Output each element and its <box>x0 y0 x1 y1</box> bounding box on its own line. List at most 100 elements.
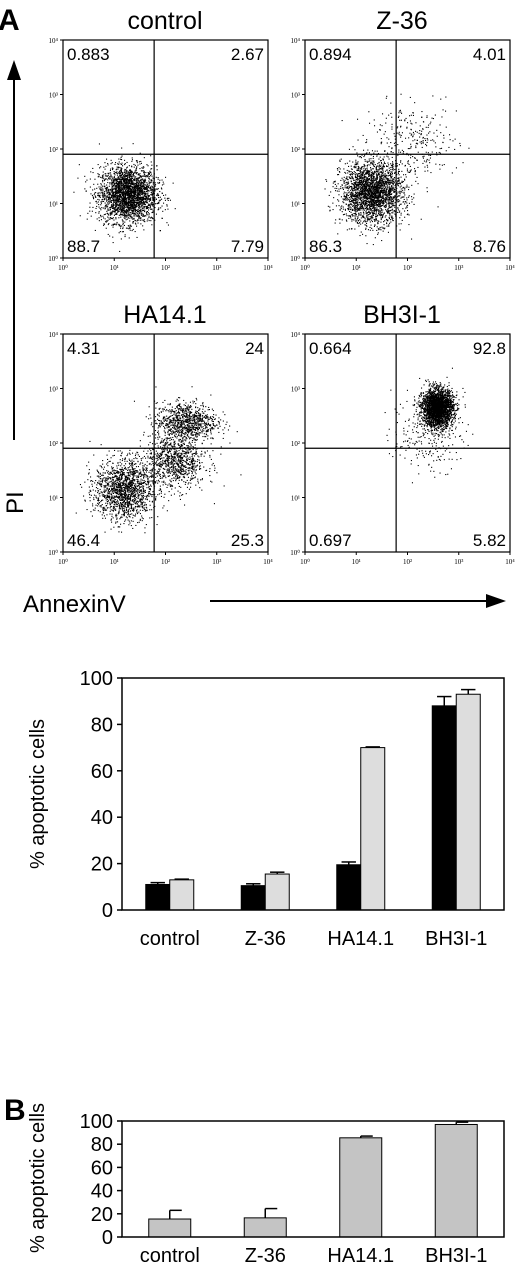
event-dot <box>122 207 124 209</box>
event-dot <box>388 174 390 176</box>
event-dot <box>101 207 103 209</box>
event-dot <box>124 175 126 177</box>
event-dot <box>373 206 375 208</box>
event-dot <box>128 186 130 188</box>
event-dot <box>146 213 148 215</box>
event-dot <box>384 198 386 200</box>
event-dot <box>139 202 141 204</box>
event-dot <box>383 196 385 198</box>
event-dot <box>137 203 139 205</box>
event-dot <box>361 167 363 169</box>
event-dot <box>373 152 375 154</box>
event-dot <box>349 177 351 179</box>
event-dot <box>121 209 123 211</box>
event-dot <box>116 208 118 210</box>
event-dot <box>380 214 382 216</box>
event-dot <box>390 193 392 195</box>
event-dot <box>341 177 343 179</box>
event-dot <box>137 203 139 205</box>
event-dot <box>130 192 132 194</box>
quadrant-upper-right: 2.67 <box>231 45 264 64</box>
event-dot <box>390 190 392 192</box>
event-dot <box>356 203 358 205</box>
event-dot <box>115 194 117 196</box>
event-dot <box>374 200 376 202</box>
event-dot <box>108 176 110 178</box>
event-dot <box>343 191 345 193</box>
event-dot <box>375 197 377 199</box>
event-dot <box>148 213 150 215</box>
event-dot <box>363 220 365 222</box>
event-dot <box>129 197 131 199</box>
event-dot <box>166 204 168 206</box>
event-dot <box>147 195 149 197</box>
event-dot <box>394 180 396 182</box>
event-dot <box>139 196 141 198</box>
event-dot <box>374 207 376 209</box>
event-dot <box>121 203 123 205</box>
event-dot <box>374 182 376 184</box>
event-dot <box>380 219 382 221</box>
event-dot <box>368 178 370 180</box>
event-dot <box>387 188 389 190</box>
event-dot <box>356 181 358 183</box>
event-dot <box>354 210 356 212</box>
event-dot <box>136 215 138 217</box>
event-dot <box>364 192 366 194</box>
event-dot <box>142 179 144 181</box>
event-dot <box>382 201 384 203</box>
event-dot <box>128 190 130 192</box>
event-dot <box>138 181 140 183</box>
event-dot <box>95 196 97 198</box>
event-dot <box>122 196 124 198</box>
event-dot <box>133 215 135 217</box>
event-dot <box>104 185 106 187</box>
event-dot <box>117 162 119 164</box>
event-dot <box>356 174 358 176</box>
event-dot <box>115 179 117 181</box>
event-dot <box>140 188 142 190</box>
event-dot <box>354 219 356 221</box>
event-dot <box>332 209 334 211</box>
event-dot <box>361 191 363 193</box>
event-dot <box>116 205 118 207</box>
event-dot <box>391 180 393 182</box>
event-dot <box>392 178 394 180</box>
event-dot <box>409 171 411 173</box>
event-dot <box>138 191 140 193</box>
event-dot <box>125 210 127 212</box>
event-dot <box>152 192 154 194</box>
event-dot <box>107 191 109 193</box>
event-dot <box>130 188 132 190</box>
event-dot <box>109 193 111 195</box>
event-dot <box>369 204 371 206</box>
event-dot <box>100 183 102 185</box>
event-dot <box>371 197 373 199</box>
event-dot <box>146 182 148 184</box>
event-dot <box>78 164 80 166</box>
event-dot <box>117 190 119 192</box>
event-dot <box>375 188 377 190</box>
event-dot <box>372 183 374 185</box>
flow-plot-title: control <box>127 7 202 35</box>
event-dot <box>116 182 118 184</box>
event-dot <box>134 222 136 224</box>
event-dot <box>369 206 371 208</box>
event-dot <box>133 202 135 204</box>
event-dot <box>137 214 139 216</box>
event-dot <box>356 184 358 186</box>
event-dot <box>339 209 341 211</box>
event-dot <box>133 175 135 177</box>
event-dot <box>342 206 344 208</box>
event-dot <box>116 199 118 201</box>
event-dot <box>400 190 402 192</box>
event-dot <box>382 159 384 161</box>
event-dot <box>142 182 144 184</box>
event-dot <box>329 206 331 208</box>
event-dot <box>351 192 353 194</box>
event-dot <box>131 203 133 205</box>
event-dot <box>357 217 359 219</box>
event-dot <box>391 206 393 208</box>
event-dot <box>382 185 384 187</box>
event-dot <box>125 187 127 189</box>
